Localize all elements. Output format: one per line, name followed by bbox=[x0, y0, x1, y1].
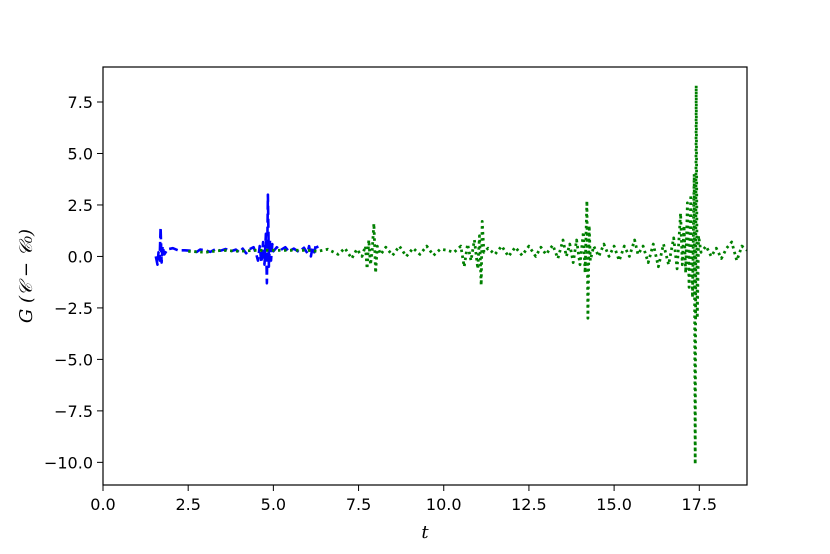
y-tick-label: 2.5 bbox=[68, 196, 93, 215]
x-tick-label: 7.5 bbox=[346, 495, 371, 514]
y-axis: 7.5 5.0 2.5 0.0 −2.5 −5.0 −7.5 −10.0 bbox=[44, 93, 103, 472]
x-tick-label: 0.0 bbox=[90, 495, 115, 514]
series-layer bbox=[154, 84, 747, 466]
x-tick-label: 15.0 bbox=[596, 495, 632, 514]
y-tick-label: 5.0 bbox=[68, 144, 93, 163]
x-axis: 0.0 2.5 5.0 7.5 10.0 12.5 15.0 17.5 bbox=[90, 485, 717, 514]
series-line-1 bbox=[154, 193, 319, 285]
x-tick-label: 10.0 bbox=[426, 495, 462, 514]
y-tick-label: −7.5 bbox=[54, 402, 93, 421]
y-tick-label: 0.0 bbox=[68, 247, 93, 266]
plot-area bbox=[103, 67, 747, 485]
x-tick-label: 5.0 bbox=[261, 495, 286, 514]
x-tick-label: 12.5 bbox=[511, 495, 547, 514]
x-tick-label: 2.5 bbox=[175, 495, 200, 514]
plot-frame bbox=[102, 66, 748, 486]
y-tick-label: −2.5 bbox=[54, 299, 93, 318]
y-tick-label: −10.0 bbox=[44, 453, 93, 472]
series-line-2 bbox=[188, 84, 747, 466]
y-tick-label: 7.5 bbox=[68, 93, 93, 112]
y-tick-label: −5.0 bbox=[54, 350, 93, 369]
y-axis-label: G (𝒞 − 𝒞₀) bbox=[16, 229, 37, 323]
x-axis-label: t bbox=[421, 522, 429, 543]
x-tick-label: 17.5 bbox=[681, 495, 717, 514]
